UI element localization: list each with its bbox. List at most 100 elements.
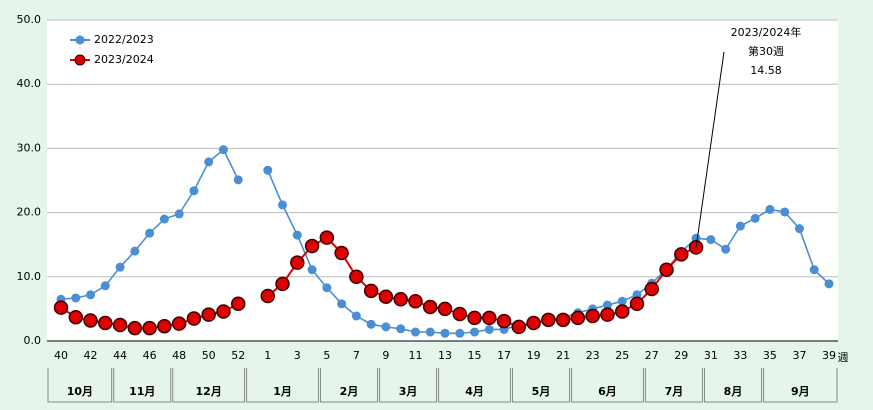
data-point [526, 315, 541, 331]
y-tick-label: 20.0 [17, 206, 42, 219]
month-bracket [703, 368, 763, 403]
data-point [216, 304, 231, 319]
month-bracket [47, 368, 113, 403]
data-point [100, 281, 110, 291]
x-tick-label: 11 [408, 349, 422, 362]
x-tick-label: 5 [323, 349, 330, 362]
data-point [233, 175, 243, 185]
x-tick-label: 17 [497, 349, 511, 362]
data-point [204, 157, 214, 167]
data-point [585, 308, 600, 324]
legend-label: 2023/2024 [94, 53, 154, 66]
data-point [809, 265, 819, 275]
month-label: 5月 [532, 385, 551, 398]
annotation-text: 2023/2024年 [731, 25, 802, 39]
data-point [142, 320, 157, 336]
data-point [381, 322, 391, 332]
data-point [349, 269, 364, 285]
data-point [278, 200, 288, 210]
data-point [292, 230, 302, 240]
data-point [735, 221, 745, 231]
data-point [440, 328, 450, 338]
data-point [319, 230, 335, 245]
data-point [115, 262, 125, 272]
data-point [186, 311, 202, 326]
y-tick-label: 10.0 [17, 270, 42, 283]
month-bracket [763, 368, 838, 403]
data-point [644, 281, 660, 297]
y-tick-label: 0.0 [24, 334, 42, 347]
data-point [617, 296, 627, 306]
data-point [304, 238, 320, 254]
data-point [721, 244, 731, 254]
data-point [511, 319, 527, 335]
x-tick-label: 19 [527, 349, 541, 362]
data-point [157, 318, 172, 334]
data-point [555, 312, 571, 328]
data-point [86, 290, 96, 300]
month-label: 8月 [724, 385, 743, 398]
data-point [750, 213, 760, 223]
data-point [275, 276, 290, 292]
month-label: 12月 [196, 385, 222, 398]
x-tick-label: 21 [556, 349, 570, 362]
data-point [824, 279, 834, 289]
x-tick-label: 31 [704, 349, 718, 362]
data-point [467, 310, 482, 326]
x-tick-label: 50 [202, 349, 216, 362]
data-point [629, 296, 645, 312]
x-tick-label: 40 [54, 349, 68, 362]
data-point [260, 288, 276, 304]
data-point [201, 307, 216, 322]
month-bracket [319, 368, 379, 403]
x-tick-label: 37 [792, 349, 806, 362]
month-bracket [438, 368, 511, 403]
month-bracket [511, 368, 571, 403]
y-tick-label: 50.0 [17, 13, 42, 26]
data-point [322, 283, 332, 293]
data-point [127, 320, 143, 336]
data-point [189, 186, 199, 196]
x-tick-label: 33 [733, 349, 747, 362]
data-point [83, 313, 98, 328]
data-point [614, 304, 630, 319]
data-point [422, 299, 438, 315]
month-bracket [172, 368, 246, 403]
annotation-text: 14.58 [750, 64, 782, 77]
month-bracket [379, 368, 438, 403]
data-point [351, 311, 361, 321]
data-point [171, 316, 187, 331]
data-point [71, 293, 81, 303]
x-tick-label: 27 [645, 349, 659, 362]
data-point [452, 306, 468, 322]
x-tick-label: 48 [172, 349, 186, 362]
annotation-text: 第30週 [748, 44, 784, 58]
x-tick-label: 52 [231, 349, 245, 362]
data-point [455, 328, 465, 338]
x-tick-label: 13 [438, 349, 452, 362]
data-point [290, 255, 305, 270]
data-point [706, 235, 716, 245]
data-point [600, 307, 615, 322]
legend-label: 2022/2023 [94, 33, 154, 46]
data-point [410, 327, 420, 337]
data-point [765, 204, 775, 214]
x-tick-label: 25 [615, 349, 629, 362]
month-label: 7月 [665, 385, 684, 398]
data-point [570, 310, 586, 326]
data-point [659, 262, 674, 277]
x-axis-label: 週 [838, 351, 849, 364]
month-label: 6月 [598, 385, 617, 398]
x-tick-label: 29 [674, 349, 688, 362]
data-point [408, 293, 423, 309]
data-point [393, 292, 408, 307]
data-point [145, 228, 155, 238]
data-point [159, 214, 169, 224]
data-point [112, 317, 128, 333]
data-point [470, 327, 480, 337]
data-point [437, 301, 453, 317]
x-tick-label: 9 [382, 349, 389, 362]
data-point [425, 327, 435, 337]
